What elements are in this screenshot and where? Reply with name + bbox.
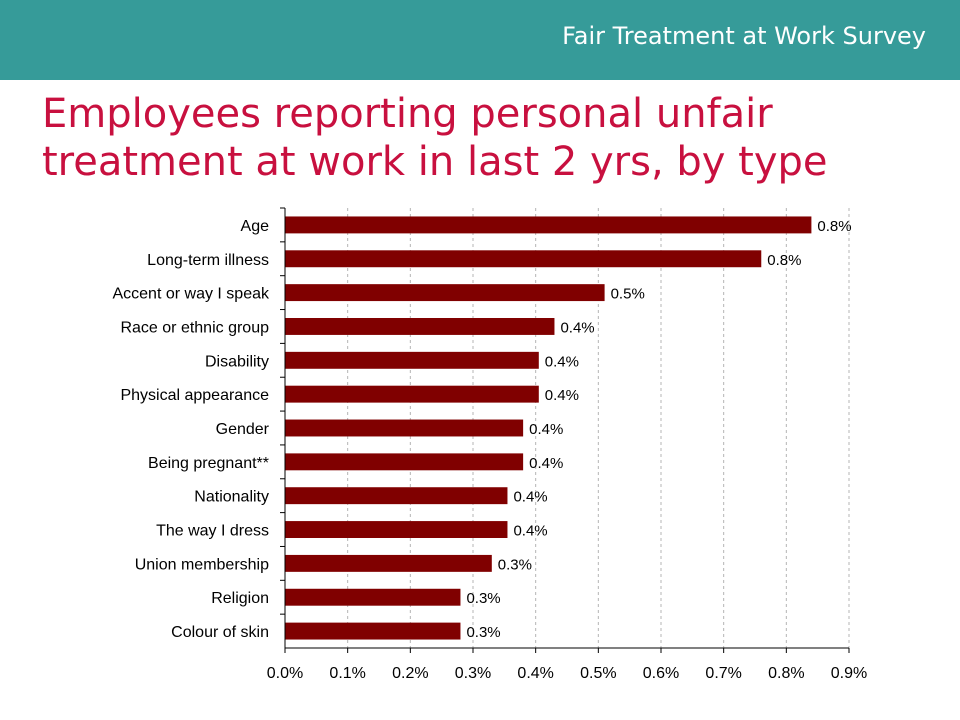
x-tick-labels: 0.0% 0.1% 0.2% 0.3% 0.4% 0.5% 0.6% 0.7% 0.8% 0.9% (267, 665, 867, 682)
header-bar: Fair Treatment at Work Survey (0, 0, 960, 80)
category-label: Age (241, 218, 270, 235)
x-tick-label: 0.5% (580, 665, 616, 682)
data-label: 0.4% (529, 455, 563, 472)
bar (285, 250, 762, 268)
data-label: 0.8% (767, 252, 801, 269)
category-label: Accent or way I speak (112, 286, 270, 303)
data-label: 0.3% (466, 590, 500, 607)
category-label: Physical appearance (120, 387, 269, 404)
bar (285, 318, 555, 335)
category-label: Gender (216, 421, 270, 438)
bars (285, 216, 812, 640)
grid-lines (347, 208, 850, 648)
bar (285, 622, 461, 640)
x-tick-label: 0.7% (705, 665, 741, 682)
bar (285, 216, 812, 234)
bar (285, 487, 508, 505)
x-tick-label: 0.3% (455, 665, 491, 682)
x-tick-label: 0.1% (329, 665, 365, 682)
slide-title: Employees reporting personal unfair trea… (42, 91, 828, 185)
category-label: The way I dress (156, 523, 269, 540)
bar (285, 453, 524, 471)
category-label: Race or ethnic group (120, 319, 269, 336)
data-label: 0.4% (529, 421, 563, 438)
data-label: 0.4% (560, 319, 594, 336)
category-label: Religion (211, 590, 269, 607)
x-tick-label: 0.6% (643, 665, 679, 682)
category-label: Nationality (194, 489, 269, 506)
category-label: Long-term illness (147, 252, 269, 269)
category-label: Union membership (135, 556, 269, 573)
category-label: Being pregnant** (148, 455, 269, 472)
category-label: Disability (205, 353, 269, 370)
bar-chart: Age Long-term illness Accent or way I spea… (112, 207, 867, 682)
bar (285, 588, 461, 606)
x-tick-label: 0.0% (267, 665, 303, 682)
data-labels: 0.8% 0.8% 0.5% 0.4% 0.4% 0.4% 0.4% 0.4% 0.4% 0.4%… (466, 218, 851, 641)
data-label: 0.4% (545, 387, 579, 404)
bar (285, 385, 539, 403)
data-label: 0.3% (498, 556, 532, 573)
category-labels: Age Long-term illness Accent or way I spea… (112, 218, 270, 641)
axes (280, 207, 850, 653)
bar (285, 284, 605, 302)
bar (285, 419, 524, 437)
data-label: 0.3% (466, 624, 500, 641)
x-tick-label: 0.2% (392, 665, 428, 682)
x-tick-label: 0.8% (768, 665, 804, 682)
x-tick-label: 0.4% (517, 665, 553, 682)
bar (285, 521, 508, 538)
data-label: 0.4% (513, 523, 547, 540)
x-tick-label: 0.9% (831, 665, 867, 682)
category-label: Colour of skin (171, 624, 269, 641)
data-label: 0.8% (817, 218, 851, 235)
header-title: Fair Treatment at Work Survey (562, 22, 926, 50)
data-label: 0.4% (513, 489, 547, 506)
data-label: 0.5% (611, 286, 645, 303)
bar (285, 351, 539, 369)
bar (285, 554, 492, 572)
data-label: 0.4% (545, 353, 579, 370)
